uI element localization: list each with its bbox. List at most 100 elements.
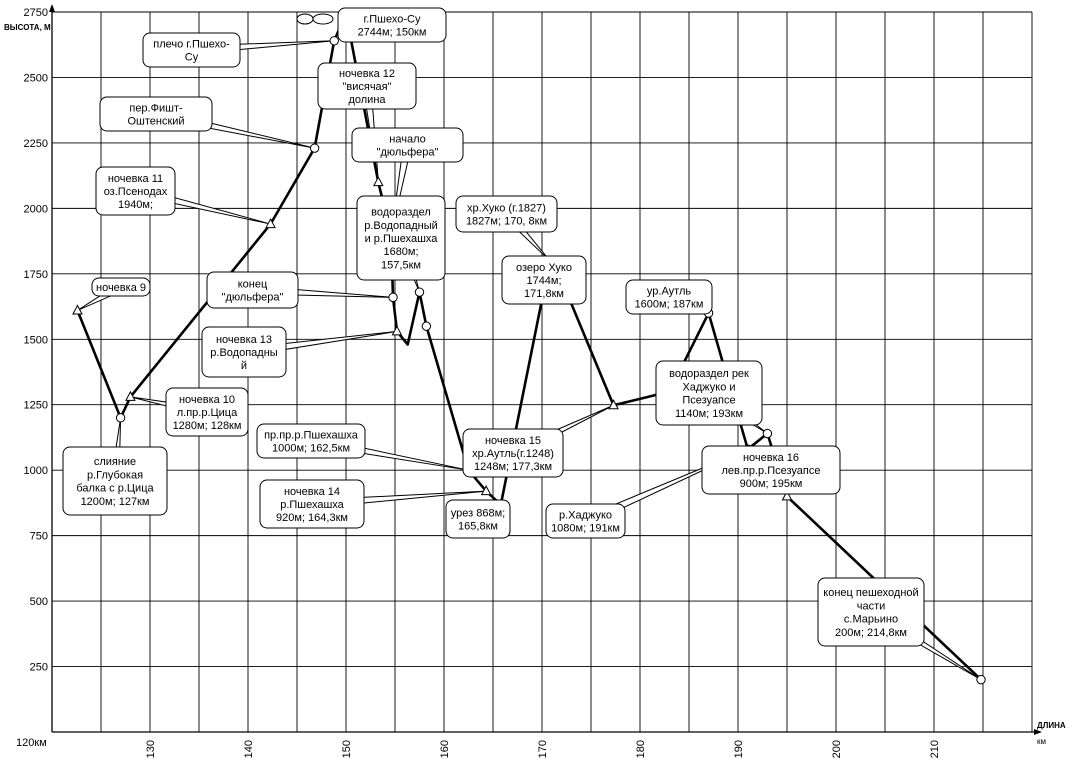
callout-text: хр.Аутль(г.1248) bbox=[472, 448, 554, 460]
callout-text: хр.Хуко (г.1827) bbox=[467, 202, 546, 214]
y-tick-label: 1500 bbox=[24, 334, 48, 346]
callout-text: озеро Хуко bbox=[516, 262, 572, 274]
y-tick-label: 1750 bbox=[24, 269, 48, 281]
callout-text: балка с р.Цица bbox=[76, 483, 154, 495]
callout-box bbox=[545, 503, 626, 539]
point-marker-circle bbox=[762, 428, 773, 439]
y-tick-label: 2500 bbox=[24, 72, 48, 84]
callout-box bbox=[356, 195, 446, 281]
x-tick-label: 130 bbox=[145, 740, 157, 758]
callout-text: "дюльфера" bbox=[377, 147, 439, 159]
callout-text: ночевка 16 bbox=[743, 452, 799, 464]
callout-text: 1248м; 177,3км bbox=[474, 461, 552, 473]
callout-text: 920м; 164,3км bbox=[276, 512, 348, 524]
point-marker-triangle bbox=[373, 176, 384, 187]
x-origin-label: 120км bbox=[16, 737, 47, 749]
y-tick-label: 500 bbox=[30, 596, 48, 608]
callout-box bbox=[201, 326, 287, 378]
callout-text: ур.Аутль bbox=[647, 285, 691, 297]
callout-text: ночевка 15 bbox=[485, 435, 541, 447]
point-marker-circle bbox=[309, 143, 320, 153]
callout-text: Су bbox=[185, 52, 199, 64]
point-marker-triangle bbox=[781, 490, 793, 501]
callout-text: р.Хаджуко bbox=[559, 509, 612, 521]
callout-box bbox=[317, 62, 417, 110]
callout-text: 1140м; 193км bbox=[675, 408, 743, 420]
x-tick-label: 190 bbox=[733, 740, 745, 758]
callout-box bbox=[501, 255, 587, 305]
callout-text: 1280м; 128км bbox=[173, 420, 242, 432]
callout-text: 900м; 195км bbox=[740, 478, 803, 490]
axes bbox=[49, 4, 1042, 735]
callout-text: плечо г.Пшехо- bbox=[153, 38, 230, 50]
callout-text: 165,8км bbox=[458, 521, 498, 533]
callout-text: Псезуапсе bbox=[682, 395, 735, 407]
callout-text: 1680м; bbox=[383, 246, 418, 258]
point-marker-circle bbox=[329, 36, 339, 46]
y-tick-label: 2750 bbox=[24, 7, 48, 19]
point-marker-circle bbox=[388, 292, 398, 303]
y-tick-label: 2250 bbox=[24, 138, 48, 150]
callout-text: 1940м; bbox=[118, 199, 153, 211]
callout-text: ночевка 10 bbox=[179, 394, 235, 406]
callout-text: оз.Псенодах bbox=[104, 186, 168, 198]
callout-box bbox=[165, 387, 249, 437]
callout-box bbox=[256, 423, 366, 459]
callout-box bbox=[462, 428, 564, 478]
x-axis-arrow bbox=[1034, 729, 1042, 735]
callout-box bbox=[142, 32, 241, 68]
elevation-profile-line bbox=[76, 12, 982, 681]
callout-text: Хаджуко и bbox=[682, 381, 735, 393]
x-tick-label: 150 bbox=[341, 740, 353, 758]
callout-box bbox=[259, 479, 365, 529]
callout-text: конец bbox=[238, 278, 268, 290]
callout-text: с.Марьино bbox=[844, 614, 898, 626]
x-axis-unit: км bbox=[1037, 737, 1046, 746]
callout-text: й bbox=[241, 360, 247, 372]
profile-line-group bbox=[76, 12, 982, 681]
callout-text: р.Пшехашха bbox=[280, 499, 344, 511]
callout-text: и р.Пшехашха bbox=[365, 233, 439, 245]
x-tick-label: 180 bbox=[635, 740, 647, 758]
callout-text: лев.пр.р.Псезуапсе bbox=[721, 465, 820, 477]
point-marker-triangle bbox=[480, 485, 492, 496]
callout-text: "дюльфера" bbox=[222, 292, 284, 304]
point-marker-triangle bbox=[391, 325, 403, 336]
callout-text: 171,8км bbox=[524, 288, 564, 300]
callout-box bbox=[95, 166, 176, 216]
callout-box bbox=[351, 127, 464, 163]
callout-text: конец пешеходной bbox=[823, 587, 918, 599]
callout-box bbox=[91, 277, 151, 297]
callout-text: 1000м; 162,5км bbox=[272, 443, 350, 455]
callout-text: г.Пшехо-Су bbox=[364, 13, 421, 25]
callout-text: водораздел рек bbox=[669, 368, 749, 380]
point-marker-triangle bbox=[72, 304, 83, 315]
callout-text: 157,5км bbox=[381, 259, 421, 271]
callout-text: ночевка 12 bbox=[339, 68, 395, 80]
callout-text: Оштенский bbox=[127, 116, 184, 128]
callout-text: 1080м; 191км bbox=[551, 523, 620, 535]
callout-box bbox=[337, 7, 447, 43]
callout-text: пр.пр.р.Пшехашха bbox=[264, 429, 359, 441]
x-tick-label: 170 bbox=[537, 740, 549, 758]
callout-text: водораздел bbox=[371, 207, 431, 219]
callout-box bbox=[206, 271, 299, 309]
callout-text: 1200м; 127км bbox=[81, 496, 150, 508]
callout-text: пер.Фишт- bbox=[129, 102, 183, 114]
point-marker-triangle bbox=[265, 218, 276, 229]
callout-text: р.Водопадны bbox=[210, 347, 277, 359]
x-tick-label: 210 bbox=[929, 740, 941, 758]
callout-box bbox=[701, 445, 841, 495]
callout-text: 200м; 214,8км bbox=[835, 627, 907, 639]
callout-text: ночевка 9 bbox=[96, 282, 146, 294]
callout-bubble-dot bbox=[296, 13, 314, 25]
callout-text: 1827м; 170, 8км bbox=[466, 216, 547, 228]
x-axis-label: ДЛИНА bbox=[1037, 721, 1066, 730]
callout-text: ночевка 13 bbox=[216, 334, 272, 346]
callout-text: р.Глубокая bbox=[87, 469, 143, 481]
point-marker-circle bbox=[414, 287, 425, 297]
point-marker-circle bbox=[976, 674, 986, 685]
y-tick-label: 1000 bbox=[24, 465, 48, 477]
